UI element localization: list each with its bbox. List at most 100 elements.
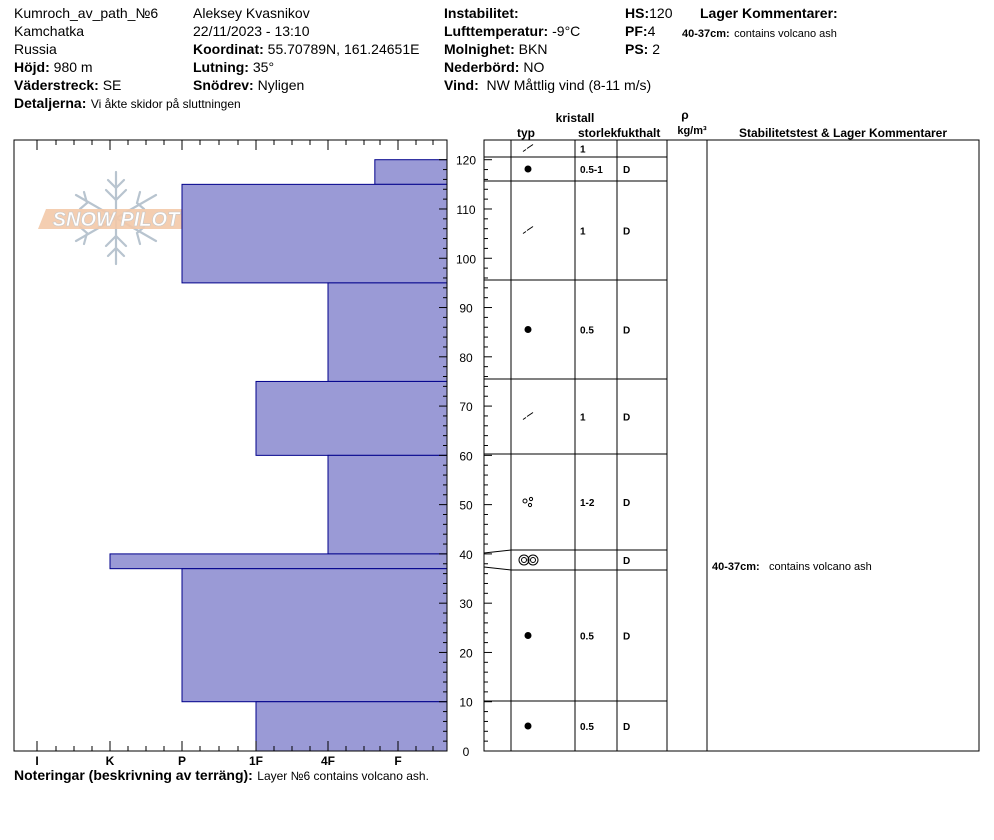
x-tick-label: 1F — [249, 754, 263, 768]
terrain-notes: Noteringar (beskrivning av terräng): Lay… — [14, 768, 429, 784]
elevation: Höjd: 980 m — [14, 60, 93, 74]
coordinates-label: Koordinat: — [193, 41, 264, 57]
y-tick-label: 0 — [463, 745, 470, 759]
layer-comment-text: contains volcano ash — [734, 28, 837, 40]
cloud-cover-label: Molnighet: — [444, 41, 515, 57]
layer-connector — [483, 549, 512, 571]
snow-height: HS:120 — [625, 6, 672, 20]
moisture-4: D — [623, 413, 630, 424]
y-tick-label: 60 — [459, 449, 473, 463]
elevation-label: Höjd: — [14, 59, 50, 75]
x-tick-label: K — [106, 754, 115, 768]
hardness-bars — [109, 159, 448, 752]
crystal-size-0: 1 — [580, 145, 586, 156]
crystal-size-4: 1 — [580, 413, 586, 424]
y-tick-label: 10 — [459, 696, 473, 710]
layer-table: 1 0.5-1 D 1 D 0.5 D 1 D 1-2 D D 40-37cm: contains vol… — [483, 139, 980, 752]
column-header-density-unit: kg/m³ — [677, 125, 707, 137]
hardness-bar-0 — [374, 159, 448, 185]
y-tick-label: 110 — [456, 203, 475, 217]
hardness-bar-5 — [109, 553, 448, 570]
air-temperature-value: -9°C — [552, 23, 581, 39]
hardness-axes: 0 10 20 30 40 50 60 70 80 90 100 110 120 I K P 1F 4F F — [13, 139, 492, 768]
wind-label: Vind: — [444, 77, 479, 93]
y-tick-label: 100 — [456, 252, 476, 266]
coordinates-value: 55.70789N, 161.24651E — [267, 41, 420, 57]
crystal-symbol-6 — [518, 554, 539, 566]
aspect-label: Väderstreck: — [14, 77, 99, 93]
aspect-value: SE — [102, 77, 122, 93]
column-header-moisture: fukthalt — [617, 126, 660, 140]
crystal-symbol-7 — [524, 632, 532, 639]
hardness-bar-1 — [181, 183, 448, 284]
moisture-5: D — [623, 498, 630, 509]
crystal-size-7: 0.5 — [580, 632, 594, 643]
x-tick-label: P — [178, 754, 186, 768]
penetration-foot: PF:4 — [625, 24, 655, 38]
air-temperature-label: Lufttemperatur: — [444, 23, 549, 39]
x-tick-label: I — [35, 754, 38, 768]
crystal-symbol-8 — [524, 722, 532, 730]
crystal-size-3: 0.5 — [580, 326, 594, 337]
precipitation-label: Nederbörd: — [444, 59, 520, 75]
slope-label: Lutning: — [193, 59, 249, 75]
stability-comment-text: contains volcano ash — [769, 561, 872, 573]
moisture-3: D — [623, 326, 630, 337]
details-value: Vi åkte skidor på sluttningen — [90, 97, 241, 111]
cloud-cover-value: BKN — [518, 41, 548, 57]
y-tick-label: 20 — [459, 646, 473, 660]
snow-height-label: HS: — [625, 5, 650, 21]
terrain-notes-label: Noteringar (beskrivning av terräng): — [14, 767, 253, 783]
table-frame — [483, 139, 980, 752]
cloud-cover: Molnighet: BKN — [444, 42, 547, 56]
snow-drift-label: Snödrev: — [193, 77, 254, 93]
hardness-bar-4 — [327, 454, 448, 555]
snow-height-value: 120 — [649, 5, 673, 21]
crystal-symbol-0 — [522, 144, 534, 152]
layer-comment-entry: 40-37cm: contains volcano ash — [682, 25, 837, 41]
stability-comment-depth: 40-37cm: — [712, 561, 760, 573]
aspect: Väderstreck: SE — [14, 78, 121, 92]
moisture-2: D — [623, 227, 630, 238]
layer-comment-depth: 40-37cm: — [682, 28, 730, 40]
moisture-6: D — [623, 556, 630, 567]
y-tick-label: 90 — [459, 302, 473, 316]
precipitation-value: NO — [523, 59, 545, 75]
terrain-notes-text: Layer №6 contains volcano ash. — [257, 769, 429, 783]
moisture-8: D — [623, 722, 630, 733]
crystal-symbol-3 — [524, 326, 532, 333]
air-temperature: Lufttemperatur: -9°C — [444, 24, 580, 38]
column-header-stability: Stabilitetstest & Lager Kommentarer — [739, 126, 947, 140]
precipitation: Nederbörd: NO — [444, 60, 544, 74]
observer-name: Aleksey Kvasnikov — [193, 5, 310, 21]
elevation-value: 980 m — [53, 59, 93, 75]
crystal-size-8: 0.5 — [580, 722, 594, 733]
column-header-rho: ρ — [681, 108, 688, 122]
penetration-ski-label: PS: — [625, 41, 649, 57]
details-label: Detaljerna: — [14, 95, 87, 111]
column-header-crystal: kristall — [556, 111, 595, 125]
column-header-type: typ — [517, 126, 535, 140]
penetration-ski-value: 2 — [652, 41, 661, 57]
coordinates: Koordinat: 55.70789N, 161.24651E — [193, 42, 419, 56]
x-tick-label: 4F — [321, 754, 335, 768]
crystal-symbol-5 — [522, 496, 534, 508]
logo-banner — [38, 209, 194, 229]
details: Detaljerna: Vi åkte skidor på sluttninge… — [14, 96, 241, 112]
logo-text: SNOW PILOT — [53, 209, 181, 231]
hardness-bar-3 — [255, 380, 448, 456]
observation-datetime: 22/11/2023 - 13:10 — [193, 23, 310, 39]
slope-value: 35° — [252, 59, 275, 75]
y-tick-label: 40 — [459, 548, 473, 562]
y-tick-label: 120 — [456, 154, 476, 168]
x-tick-label: F — [394, 754, 401, 768]
snow-drift-value: Nyligen — [257, 77, 305, 93]
crystal-symbol-4 — [522, 412, 534, 420]
hardness-bar-2 — [327, 282, 448, 382]
instability-label: Instabilitet: — [444, 5, 519, 21]
y-tick-label: 70 — [459, 400, 473, 414]
wind-value: NW Måttlig vind (8-11 m/s) — [486, 77, 652, 93]
penetration-foot-value: 4 — [647, 23, 656, 39]
crystal-size-2: 1 — [580, 227, 586, 238]
